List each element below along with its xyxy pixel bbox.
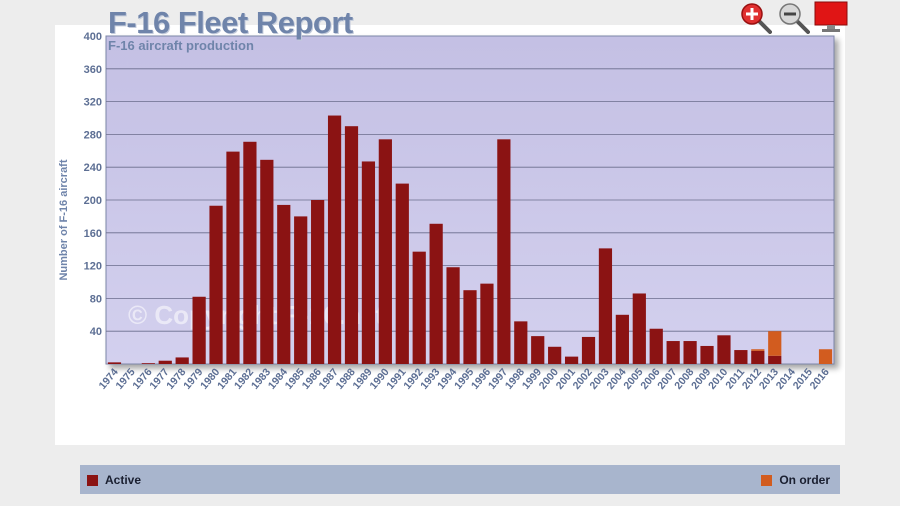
bar-active-1981[interactable]: [226, 151, 240, 364]
bar-active-2012[interactable]: [751, 350, 765, 364]
bar-active-1974[interactable]: [107, 362, 122, 364]
bar-active-2001[interactable]: [564, 356, 579, 364]
bar-active-2005[interactable]: [632, 293, 646, 364]
bar-active-1991[interactable]: [395, 183, 409, 364]
bar-active-2011[interactable]: [734, 350, 748, 364]
legend-item-active[interactable]: Active: [87, 473, 141, 487]
bar-active-2003[interactable]: [598, 248, 613, 364]
legend-swatch-on-order: [761, 474, 773, 486]
bar-active-1990[interactable]: [378, 139, 392, 364]
y-tick-label: 280: [84, 129, 102, 141]
bar-active-1993[interactable]: [429, 223, 443, 364]
legend-label-on-order: On order: [779, 473, 830, 487]
monitor-icon: [814, 1, 848, 32]
chart-title: F-16 Fleet Report: [108, 5, 353, 40]
monitor-button[interactable]: [814, 1, 848, 33]
y-tick-label: 80: [90, 293, 102, 305]
legend-label-active: Active: [105, 473, 142, 487]
y-tick-label: 120: [84, 261, 102, 273]
bar-active-2010[interactable]: [717, 335, 731, 364]
y-tick-label: 160: [84, 228, 102, 240]
legend-item-on-order[interactable]: On order: [761, 473, 830, 487]
bar-on-order-2013[interactable]: [768, 331, 782, 356]
bar-active-2007[interactable]: [666, 341, 680, 364]
zoom-in-icon: [741, 3, 772, 34]
zoom-out-icon: [779, 3, 810, 34]
bar-active-2002[interactable]: [581, 336, 596, 364]
bars: [107, 115, 833, 364]
zoom-out-button[interactable]: [778, 2, 810, 34]
y-tick-label: 40: [90, 326, 102, 338]
y-axis: 40 80 120 160 200 240 280 320 360 400: [84, 31, 102, 338]
legend-swatch-active: [87, 474, 98, 486]
bar-active-1978[interactable]: [175, 357, 189, 364]
bar-active-2006[interactable]: [649, 328, 663, 364]
chart-subtitle: F-16 aircraft production: [108, 38, 254, 53]
y-axis-label: Number of F-16 aircraft: [58, 159, 70, 281]
bar-active-1989[interactable]: [361, 161, 376, 364]
bar-active-1976[interactable]: [141, 363, 155, 364]
y-tick-label: 240: [84, 162, 102, 174]
bar-active-2009[interactable]: [700, 345, 714, 364]
bar-active-1983[interactable]: [260, 159, 274, 364]
bar-active-2008[interactable]: [683, 341, 697, 364]
bar-active-2013[interactable]: [768, 355, 782, 364]
bar-active-1984[interactable]: [277, 204, 291, 364]
zoom-in-button[interactable]: [740, 2, 772, 34]
bar-active-1987[interactable]: [327, 115, 342, 364]
bar-active-1977[interactable]: [158, 360, 172, 364]
bar-active-1988[interactable]: [344, 126, 359, 364]
bar-active-1999[interactable]: [531, 336, 545, 364]
y-tick-label: 400: [84, 31, 102, 43]
x-tick-label: 2016: [808, 366, 832, 392]
bar-active-1997[interactable]: [497, 139, 511, 364]
bar-active-1979[interactable]: [192, 296, 206, 364]
bar-active-1994[interactable]: [446, 267, 460, 364]
bar-active-1980[interactable]: [209, 205, 223, 364]
bar-active-1995[interactable]: [463, 290, 477, 364]
y-tick-label: 200: [84, 195, 102, 207]
bar-active-1992[interactable]: [412, 251, 426, 364]
bar-active-1996[interactable]: [480, 283, 494, 364]
bar-active-2004[interactable]: [615, 314, 629, 364]
bar-on-order-2016[interactable]: [818, 349, 833, 364]
y-tick-label: 320: [84, 97, 102, 109]
y-tick-label: 360: [84, 64, 102, 76]
legend: Active On order: [80, 465, 840, 494]
bar-active-1982[interactable]: [243, 141, 257, 364]
bar-active-1986[interactable]: [311, 200, 325, 364]
bar-active-2000[interactable]: [548, 346, 562, 364]
bar-active-1998[interactable]: [514, 321, 528, 364]
bar-active-1985[interactable]: [294, 216, 308, 364]
x-axis: 1974197519761977197819791980198119821983…: [97, 366, 832, 392]
bar-on-order-2012[interactable]: [751, 349, 765, 351]
